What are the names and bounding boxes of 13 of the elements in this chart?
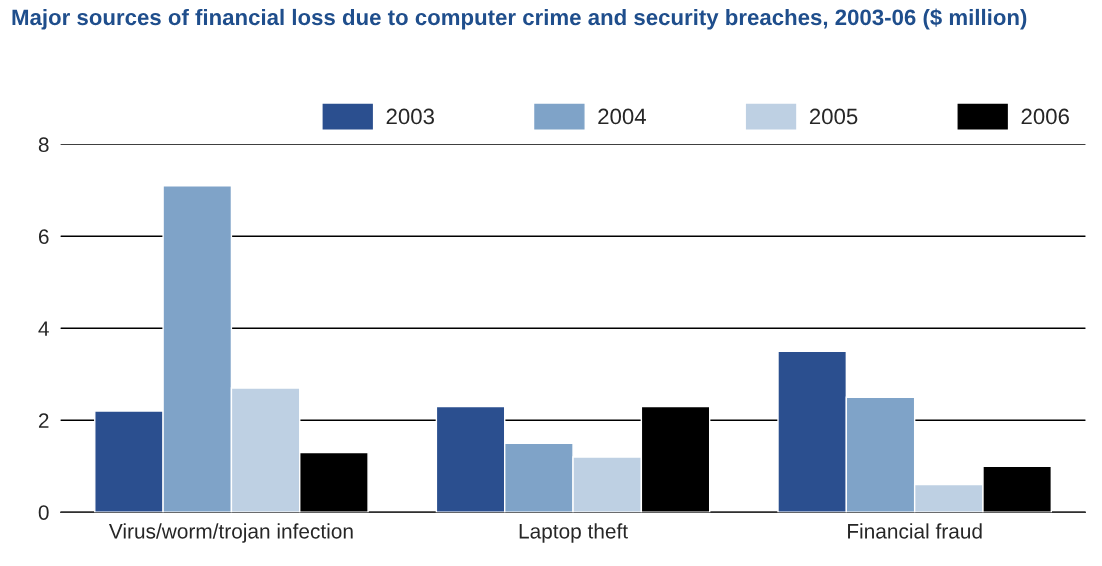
legend-label: 2006 <box>1021 108 1069 125</box>
legend-label: 2005 <box>809 108 858 125</box>
x-tick-label: Virus/worm/trojan infection <box>108 523 353 543</box>
x-tick-label: Laptop theft <box>519 523 628 543</box>
y-tick-label: 0 <box>38 505 49 520</box>
legend-label: 2003 <box>386 108 434 125</box>
x-tick-label: Financial fraud <box>848 523 982 539</box>
y-tick-label: 8 <box>38 137 49 153</box>
y-tick-label: 2 <box>38 413 49 428</box>
y-tick-label: 6 <box>38 229 49 245</box>
legend-label: 2004 <box>598 108 646 125</box>
y-tick-label: 4 <box>38 321 49 336</box>
chart-title: Major sources of financial loss due to computer crime and security breaches, 2003-06 ($ million) <box>12 8 1027 30</box>
